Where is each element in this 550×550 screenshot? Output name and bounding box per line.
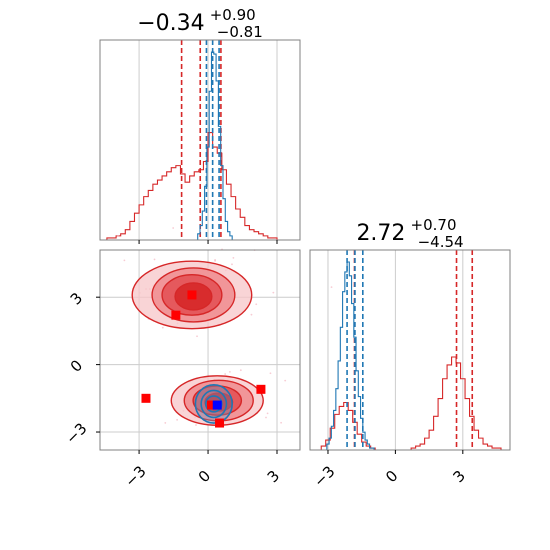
- bl-sample-dot: [153, 258, 156, 261]
- tl-axes-frame: [99, 39, 301, 241]
- bl-sample-dot: [196, 335, 198, 338]
- bl-sample-dot: [231, 263, 233, 266]
- bl-sample-dot: [269, 372, 272, 375]
- tl-title-upper: +0.90: [210, 6, 256, 24]
- bl-red-marker: [171, 310, 181, 320]
- bl-sample-dot: [265, 416, 267, 419]
- bl-sample-dot: [232, 256, 235, 259]
- bl-red-marker: [206, 400, 216, 410]
- bl-ytick-label: 0: [67, 356, 86, 375]
- bl-sample-dot: [195, 424, 197, 426]
- br-series: [320, 250, 506, 451]
- bl-blue-contour-level: [204, 395, 223, 413]
- bl-xtick-label: 3: [264, 467, 283, 486]
- bl-sample-dot: [272, 291, 275, 294]
- tl-title: −0.34 +0.90 −0.81: [137, 5, 263, 41]
- br-xtick-label: 0: [382, 467, 401, 486]
- bl-sample-dot: [214, 259, 216, 261]
- br-title-lower: −4.54: [418, 233, 464, 251]
- bl-xtick-label: −3: [121, 462, 149, 490]
- tl-title-lower: −0.81: [217, 23, 263, 41]
- bl-blue-contour-level: [200, 389, 228, 419]
- bl-sample-dot: [255, 303, 258, 306]
- bl-sample-dot: [164, 422, 167, 424]
- bl-red-marker: [215, 418, 225, 428]
- tl-series: [106, 40, 278, 240]
- tl-title-median: −0.34: [137, 11, 204, 36]
- bl-sample-dot: [123, 259, 126, 262]
- tl-ticks: [138, 240, 278, 244]
- panel-bottom-right: −3 0 3 2.72 +0.70 −4.54: [309, 215, 511, 491]
- bl-sample-dot: [228, 370, 231, 373]
- bl-sample-dot: [239, 369, 242, 372]
- bl-red-marker: [256, 384, 266, 394]
- tl-hist-blue: [197, 51, 233, 240]
- bl-sample-dot: [330, 286, 333, 289]
- bl-sample-dot: [284, 379, 287, 382]
- panel-top-left: −0.34 +0.90 −0.81: [99, 5, 301, 244]
- br-title-upper: +0.70: [411, 216, 457, 234]
- bl-red-marker: [187, 290, 197, 300]
- bl-sample-dot: [161, 326, 164, 329]
- bl-sample-dot: [280, 421, 283, 424]
- br-grid: [327, 250, 464, 450]
- bl-sample-dot: [176, 418, 179, 421]
- bl-sample-dot: [117, 235, 119, 237]
- bl-xtick-label: 0: [195, 467, 214, 486]
- bl-sample-dot: [266, 412, 269, 415]
- tl-hist-red: [106, 132, 278, 240]
- br-title-median: 2.72: [356, 221, 405, 246]
- br-xtick-label: −3: [310, 462, 338, 490]
- br-xtick-label: 3: [450, 467, 469, 486]
- br-title: 2.72 +0.70 −4.54: [356, 215, 463, 251]
- bl-sample-dot: [172, 227, 175, 229]
- bl-blue-marker: [212, 400, 222, 410]
- bl-contours: [131, 260, 264, 426]
- br-axes-frame: [309, 249, 511, 451]
- br-hist-red: [320, 356, 506, 451]
- panel-bottom-left: −3 0 3 3 0 −3: [62, 227, 333, 491]
- bl-ytick-label: 3: [67, 289, 86, 308]
- br-hist-blue: [326, 261, 375, 450]
- br-ticks: −3 0 3: [310, 450, 469, 491]
- bl-sample-dot: [250, 313, 253, 316]
- bl-points: [141, 290, 266, 428]
- bl-axes-frame: [99, 249, 301, 451]
- bl-ytick-label: −3: [62, 419, 90, 447]
- bl-red-marker: [141, 393, 151, 403]
- bl-sample-dot: [224, 373, 227, 375]
